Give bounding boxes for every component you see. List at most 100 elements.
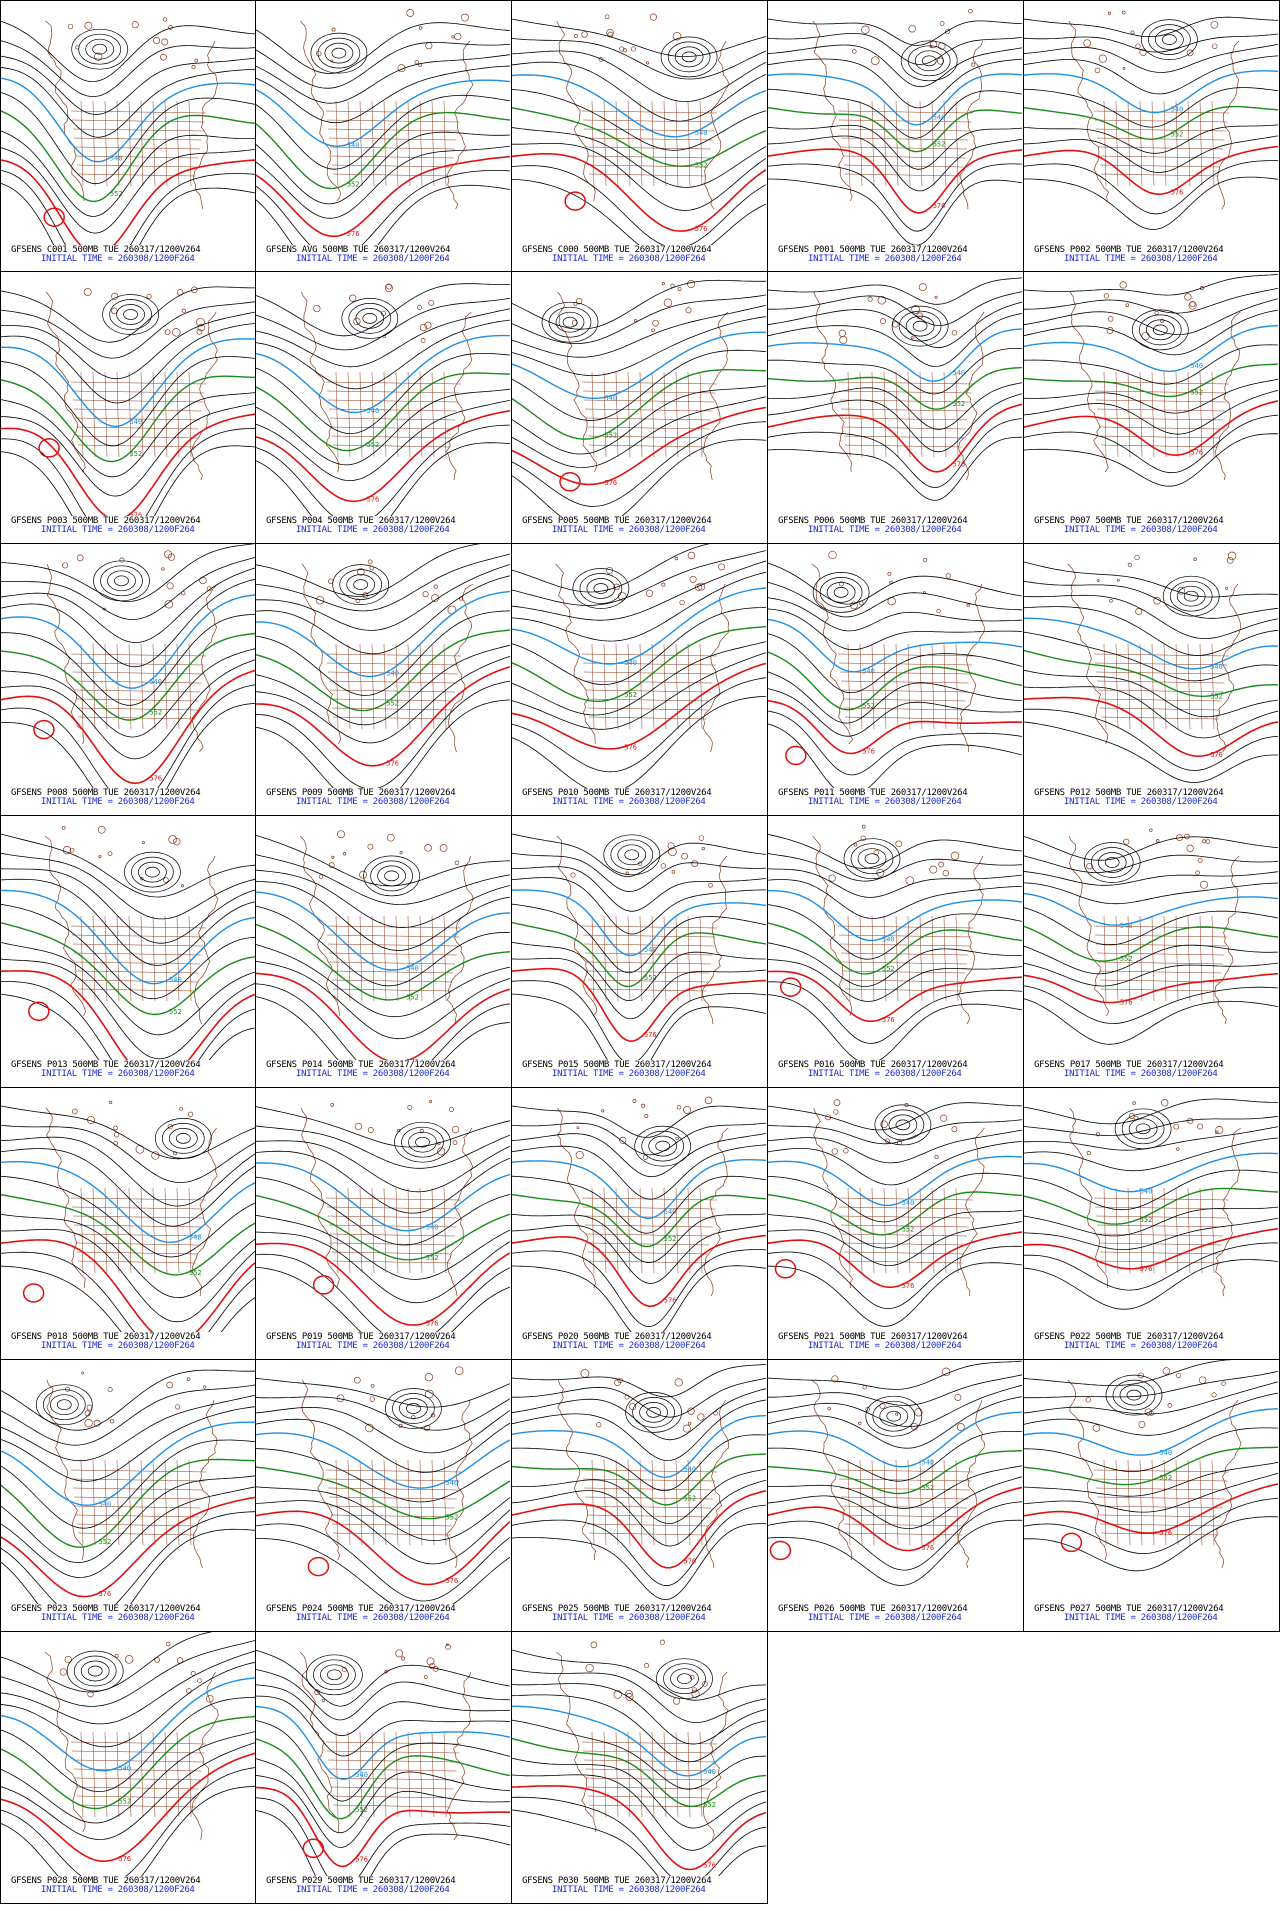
panel-initial-time: INITIAL TIME = 260308/1200F264 <box>552 1885 706 1895</box>
continent-outline <box>300 1100 473 1297</box>
panel-title: GFSENS P030 500MB TUE 260317/1200V264 <box>522 1876 712 1886</box>
ensemble-panel: 540 552 576 GFSENS P015 500MB TUE 260317/12… <box>512 816 768 1088</box>
contour-label: 540 <box>169 976 182 984</box>
contour-label: 552 <box>169 1008 182 1016</box>
panel-initial-time: INITIAL TIME = 260308/1200F264 <box>1064 254 1218 264</box>
panel-initial-time: INITIAL TIME = 260308/1200F264 <box>41 525 195 535</box>
contour-label: 540 <box>664 1208 677 1216</box>
contour-label: 540 <box>1210 663 1223 671</box>
panel-title: GFSENS P018 500MB TUE 260317/1200V264 <box>11 1332 201 1342</box>
panel-initial-time: INITIAL TIME = 260308/1200F264 <box>808 254 962 264</box>
height-contours <box>768 1102 1022 1327</box>
panel-title: GFSENS AVG 500MB TUE 260317/1200V264 <box>266 245 451 255</box>
contour-label: 576 <box>695 225 708 233</box>
continent-outline <box>555 551 730 753</box>
ensemble-panel: 540 552 576 GFSENS P008 500MB TUE 260317/12… <box>0 544 256 816</box>
contour-label: 552 <box>953 400 966 408</box>
panel-title: GFSENS P022 500MB TUE 260317/1200V264 <box>1034 1332 1224 1342</box>
contour-label: 540 <box>426 1223 439 1231</box>
contour-label: 576 <box>1159 1529 1172 1537</box>
contour-label: 576 <box>684 1557 697 1565</box>
panel-initial-time: INITIAL TIME = 260308/1200F264 <box>552 1341 706 1351</box>
height-contours <box>512 18 766 245</box>
contour-label: 576 <box>624 744 637 752</box>
height-contours <box>768 833 1022 1060</box>
ensemble-panel: 540 552 576 GFSENS P002 500MB TUE 260317/12… <box>1024 0 1280 272</box>
contour-label: 540 <box>118 1764 131 1772</box>
ensemble-panel: 540 552 576 GFSENS P009 500MB TUE 260317/12… <box>256 544 512 816</box>
panel-initial-time: INITIAL TIME = 260308/1200F264 <box>552 525 706 535</box>
contour-label: 576 <box>1171 189 1184 197</box>
panel-title: GFSENS P029 500MB TUE 260317/1200V264 <box>266 1876 456 1886</box>
ensemble-panel: 540 552 576 GFSENS P025 500MB TUE 260317/12… <box>512 1360 768 1632</box>
panel-title: GFSENS P011 500MB TUE 260317/1200V264 <box>778 788 968 798</box>
panel-initial-time: INITIAL TIME = 260308/1200F264 <box>1064 1613 1218 1623</box>
ensemble-panel: 540 552 576 GFSENS P001 500MB TUE 260317/12… <box>768 0 1024 272</box>
contour-label: 552 <box>1159 1474 1172 1482</box>
height-contours <box>1 1632 255 1876</box>
contour-label: 576 <box>605 479 618 487</box>
height-contours <box>1 20 255 245</box>
panel-title: GFSENS P023 500MB TUE 260317/1200V264 <box>11 1604 201 1614</box>
contour-label: 552 <box>1210 693 1223 701</box>
panel-initial-time: INITIAL TIME = 260308/1200F264 <box>296 797 450 807</box>
contour-label: 576 <box>1120 999 1133 1007</box>
panel-title: GFSENS C001 500MB TUE 260317/1200V264 <box>11 245 201 255</box>
panel-title: GFSENS P014 500MB TUE 260317/1200V264 <box>266 1060 456 1070</box>
panel-title: GFSENS P010 500MB TUE 260317/1200V264 <box>522 788 712 798</box>
panel-initial-time: INITIAL TIME = 260308/1200F264 <box>296 1069 450 1079</box>
panel-initial-time: INITIAL TIME = 260308/1200F264 <box>41 1613 195 1623</box>
contour-label: 540 <box>922 1458 935 1466</box>
continent-outline <box>46 550 218 753</box>
panel-title: GFSENS P005 500MB TUE 260317/1200V264 <box>522 516 712 526</box>
continent-outline <box>812 8 983 210</box>
continent-outline <box>556 835 727 1025</box>
contour-label: 540 <box>624 659 637 667</box>
panel-title: GFSENS P017 500MB TUE 260317/1200V264 <box>1034 1060 1224 1070</box>
contour-label: 576 <box>130 511 143 516</box>
panel-initial-time: INITIAL TIME = 260308/1200F264 <box>552 797 706 807</box>
height-contours <box>768 562 1022 788</box>
height-contours <box>1024 16 1278 230</box>
contour-label: 540 <box>902 1199 915 1207</box>
continent-outline <box>812 824 984 1025</box>
contour-label: 552 <box>684 1495 697 1503</box>
contour-label: 540 <box>99 1500 112 1508</box>
panel-title: GFSENS P007 500MB TUE 260317/1200V264 <box>1034 516 1224 526</box>
contour-label: 540 <box>1159 1449 1172 1457</box>
contour-label: 540 <box>953 369 966 377</box>
continent-outline <box>811 1367 986 1569</box>
height-contours <box>512 1364 766 1601</box>
contour-label: 576 <box>355 1855 368 1863</box>
contour-label: 540 <box>386 669 399 677</box>
contour-label: 576 <box>367 495 380 503</box>
contour-label: 552 <box>644 974 657 982</box>
height-contours <box>1024 274 1278 487</box>
contour-label: 540 <box>347 142 360 150</box>
panel-initial-time: INITIAL TIME = 260308/1200F264 <box>808 1613 962 1623</box>
panel-initial-time: INITIAL TIME = 260308/1200F264 <box>1064 1341 1218 1351</box>
ensemble-panel: 540 552 576 GFSENS P003 500MB TUE 260317/12… <box>0 272 256 544</box>
ensemble-panel: 540 552 576 GFSENS P020 500MB TUE 260317/12… <box>512 1088 768 1360</box>
panel-initial-time: INITIAL TIME = 260308/1200F264 <box>41 1341 195 1351</box>
continent-outline <box>45 17 219 210</box>
height-contours <box>512 1105 766 1332</box>
panel-title: GFSENS P008 500MB TUE 260317/1200V264 <box>11 788 201 798</box>
height-contours <box>256 1106 510 1332</box>
